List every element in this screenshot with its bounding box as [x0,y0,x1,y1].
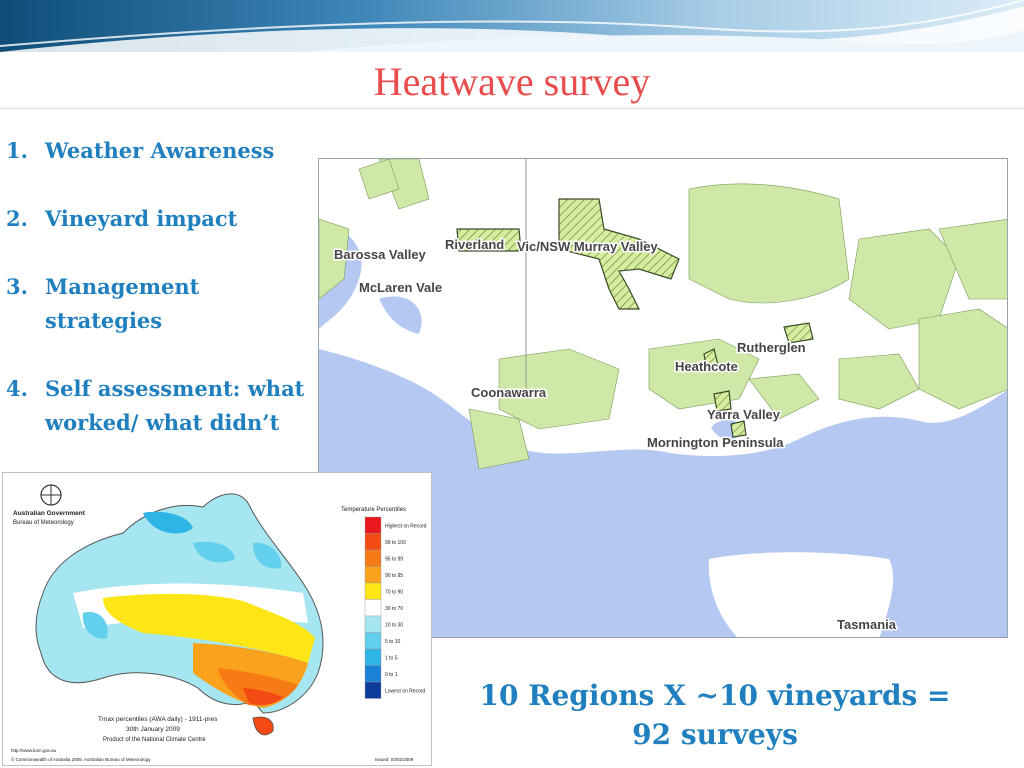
label-coonawarra: Coonawarra [471,385,547,400]
legend-swatch [364,549,382,567]
list-item: 2. Vineyard impact [6,202,316,236]
survey-topics-list: 1. Weather Awareness 2. Vineyard impact 3.… [6,134,316,474]
legend-label: 95 to 99 [385,556,403,562]
label-mclaren-vale: McLaren Vale [359,280,442,295]
legend-label: 70 to 90 [385,589,403,595]
legend-title: Temperature Percentiles [341,507,406,513]
label-heathcote: Heathcote [675,359,738,374]
legend-swatch [364,681,382,699]
label-murray-valley: Vic/NSW Murray Valley [517,239,658,254]
list-text: Self assessment: what worked/ what didn’… [45,376,305,435]
legend-swatch [364,516,382,534]
temperature-percentile-map: Australian Government Bureau of Meteorol… [2,472,432,766]
legend-swatch [364,632,382,650]
legend-label: 30 to 70 [385,606,403,612]
legend-swatch [364,566,382,584]
caption-product: Product of the National Climate Centre [103,737,206,743]
legend-label: 10 to 30 [385,622,403,628]
legend-swatch [364,582,382,600]
legend-label: 90 to 95 [385,573,403,579]
list-item: 1. Weather Awareness [6,134,316,168]
slide-title: Heatwave survey [373,59,651,104]
label-rutherglen: Rutherglen [737,340,806,355]
agency-name: Australian Government [13,510,86,517]
list-text: Management strategies [45,274,200,333]
legend-swatch [364,533,382,551]
list-item: 4. Self assessment: what worked/ what did… [6,372,316,440]
legend-label: 1 to 5 [385,655,398,661]
legend-label: 0 to 1 [385,672,398,678]
summary-line-2: 92 surveys [632,718,798,751]
list-number: 4. [6,376,28,401]
label-riverland: Riverland [445,237,504,252]
legend-swatch [364,599,382,617]
legend: Highest on Record 99 to 100 95 to 99 90 to … [364,516,427,699]
caption-date: 30th January 2009 [126,726,180,733]
wine-regions-map: Barossa Valley Riverland Vic/NSW Murray … [318,158,1008,638]
label-tasmania: Tasmania [837,617,897,632]
label-yarra-valley: Yarra Valley [707,407,781,422]
agency-bureau: Bureau of Meteorology [13,520,74,526]
list-text: Vineyard impact [45,206,238,231]
label-mornington-peninsula: Mornington Peninsula [647,435,784,450]
legend-swatch [364,615,382,633]
caption-tmax: Tmax percentiles (AWA daily) - 1911-pres [98,716,218,723]
label-barossa-valley: Barossa Valley [334,247,427,262]
title-divider [0,108,1024,109]
copyright: © Commonwealth of Australia 2009, Austra… [11,756,151,762]
legend-swatch [364,648,382,666]
list-item: 3. Management strategies [6,270,316,338]
summary-line-1: 10 Regions X ~10 vineyards = [479,679,951,712]
bom-url: http://www.bom.gov.au [11,748,57,753]
survey-summary: 10 Regions X ~10 vineyards = 92 surveys [440,676,990,754]
list-number: 1. [6,138,28,163]
issued-date: Issued: 03/02/2009 [375,757,414,762]
list-number: 2. [6,206,28,231]
list-text: Weather Awareness [45,138,275,163]
legend-label: Highest on Record [385,523,427,529]
list-number: 3. [6,274,28,299]
legend-label: Lowest on Record [385,688,426,694]
legend-label: 99 to 100 [385,540,406,546]
legend-swatch [364,665,382,683]
header-wave-band [0,0,1024,52]
coat-of-arms-icon [40,484,62,506]
tasmania-shape [708,552,894,637]
legend-label: 5 to 10 [385,639,401,645]
